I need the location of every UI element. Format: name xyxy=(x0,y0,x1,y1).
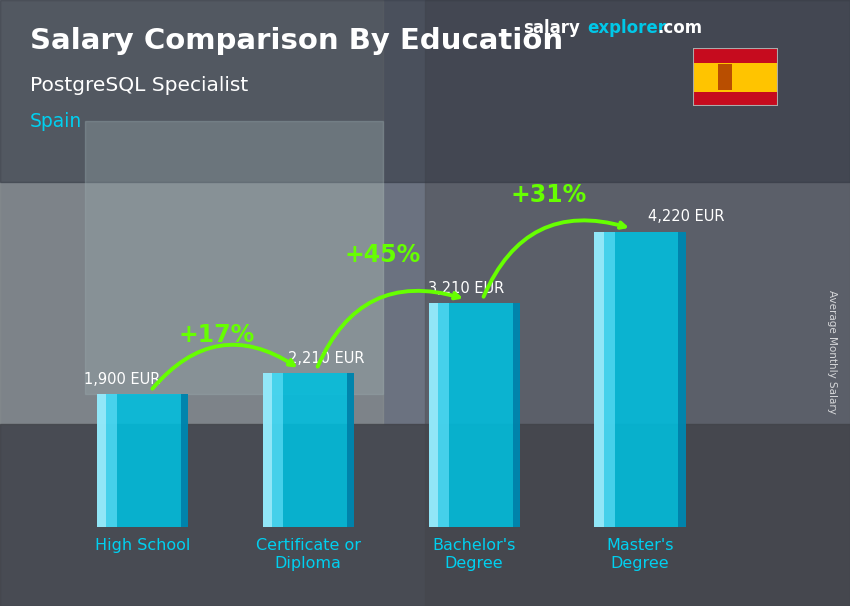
Bar xyxy=(428,303,520,527)
Bar xyxy=(105,395,116,527)
Bar xyxy=(0,0,850,182)
Bar xyxy=(263,373,272,527)
Text: 4,220 EUR: 4,220 EUR xyxy=(649,210,725,224)
Bar xyxy=(97,395,105,527)
Bar xyxy=(594,232,604,527)
Text: salary: salary xyxy=(523,19,580,38)
Bar xyxy=(97,395,188,527)
Text: PostgreSQL Specialist: PostgreSQL Specialist xyxy=(30,76,248,95)
Text: .com: .com xyxy=(657,19,702,38)
Bar xyxy=(718,64,733,90)
Bar xyxy=(594,232,686,527)
Text: Average Monthly Salary: Average Monthly Salary xyxy=(827,290,837,413)
Bar xyxy=(85,121,382,394)
Text: +31%: +31% xyxy=(511,183,587,207)
Bar xyxy=(693,63,778,92)
Text: 1,900 EUR: 1,900 EUR xyxy=(84,372,161,387)
Bar xyxy=(0,0,382,424)
Bar xyxy=(180,395,188,527)
Bar xyxy=(347,373,354,527)
Bar xyxy=(425,0,850,606)
Text: +17%: +17% xyxy=(178,323,255,347)
Bar xyxy=(513,303,520,527)
Text: 3,210 EUR: 3,210 EUR xyxy=(428,281,504,296)
Text: Spain: Spain xyxy=(30,112,82,131)
Text: +45%: +45% xyxy=(345,242,421,267)
Bar xyxy=(263,373,354,527)
Bar xyxy=(438,303,449,527)
Text: 2,210 EUR: 2,210 EUR xyxy=(288,351,365,365)
Bar xyxy=(428,303,438,527)
Text: explorer: explorer xyxy=(587,19,666,38)
Text: Salary Comparison By Education: Salary Comparison By Education xyxy=(30,27,563,55)
Bar xyxy=(272,373,283,527)
Bar xyxy=(678,232,686,527)
Bar xyxy=(604,232,615,527)
Bar xyxy=(0,424,850,606)
